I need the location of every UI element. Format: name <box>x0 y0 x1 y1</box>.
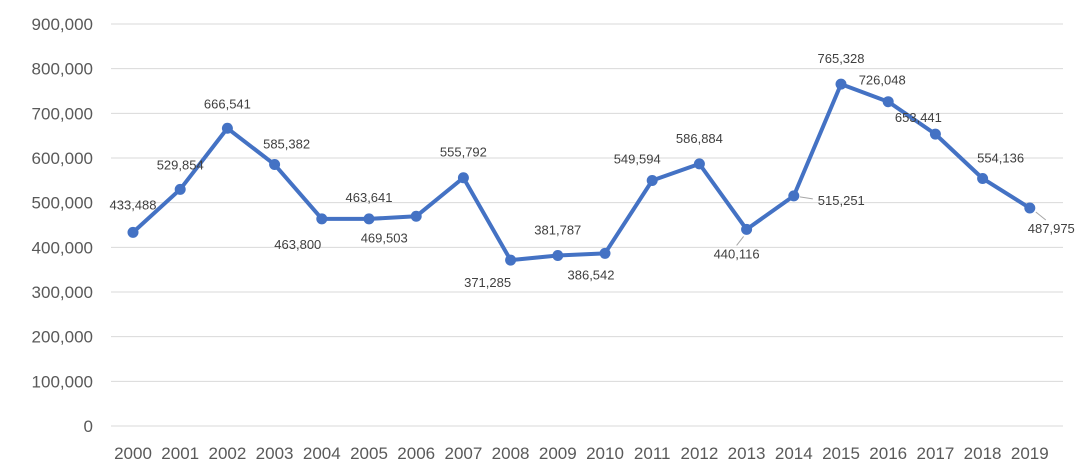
data-point <box>174 183 186 195</box>
y-tick-label: 200,000 <box>32 328 93 347</box>
data-point <box>882 96 894 108</box>
data-label: 371,285 <box>464 275 511 290</box>
data-label: 555,792 <box>440 145 487 160</box>
data-point <box>646 175 658 187</box>
y-tick-label: 700,000 <box>32 104 93 123</box>
y-axis-ticks: 0 100,000 200,000 300,000 400,000 500,000 600,… <box>32 15 93 436</box>
data-point <box>316 213 328 225</box>
data-point <box>599 247 611 259</box>
data-point <box>221 122 233 134</box>
x-tick-label: 2012 <box>680 444 718 463</box>
data-point <box>741 223 753 235</box>
data-label: 666,541 <box>204 96 251 111</box>
x-tick-label: 2016 <box>869 444 907 463</box>
y-tick-label: 0 <box>84 417 93 436</box>
data-label: 726,048 <box>859 73 906 88</box>
data-label: 433,488 <box>110 197 157 212</box>
data-label: 440,116 <box>714 246 760 261</box>
data-label: 653,441 <box>895 110 942 125</box>
data-label: 386,542 <box>568 267 615 282</box>
x-tick-label: 2003 <box>256 444 294 463</box>
series-line <box>131 82 1032 263</box>
x-tick-label: 2009 <box>539 444 577 463</box>
y-tick-label: 300,000 <box>32 283 93 302</box>
x-tick-label: 2015 <box>822 444 860 463</box>
data-point <box>788 190 800 202</box>
y-tick-label: 900,000 <box>32 15 93 34</box>
data-label: 463,641 <box>346 190 393 205</box>
data-point <box>693 158 705 170</box>
data-point <box>977 172 989 184</box>
leader-line <box>799 196 813 200</box>
y-tick-label: 100,000 <box>32 372 93 391</box>
x-tick-label: 2007 <box>444 444 482 463</box>
data-label: 487,975 <box>1028 221 1075 236</box>
y-tick-label: 400,000 <box>32 238 93 257</box>
series-markers <box>127 78 1036 266</box>
label-leader-lines <box>736 196 1047 246</box>
y-tick-label: 600,000 <box>32 149 93 168</box>
leader-line <box>1035 211 1047 221</box>
data-point <box>1024 202 1036 214</box>
x-tick-label: 2004 <box>303 444 341 463</box>
x-tick-label: 2005 <box>350 444 388 463</box>
data-label: 586,884 <box>676 131 723 146</box>
x-tick-label: 2017 <box>916 444 954 463</box>
series-line <box>131 82 1032 263</box>
x-tick-label: 2008 <box>492 444 530 463</box>
data-point <box>363 213 375 225</box>
data-label: 529,854 <box>157 157 204 172</box>
leader-line <box>736 236 744 246</box>
data-point <box>505 254 517 266</box>
x-tick-label: 2011 <box>634 444 671 463</box>
data-point <box>410 210 422 222</box>
data-label: 469,503 <box>361 230 408 245</box>
data-point <box>552 249 564 261</box>
gridlines <box>111 23 1063 427</box>
data-label: 463,800 <box>274 237 321 252</box>
y-tick-label: 500,000 <box>32 194 93 213</box>
x-tick-label: 2006 <box>397 444 435 463</box>
data-label: 515,251 <box>818 193 865 208</box>
data-point <box>127 226 139 238</box>
data-point <box>269 159 281 171</box>
x-tick-label: 2002 <box>208 444 246 463</box>
data-point <box>835 78 847 90</box>
data-label: 765,328 <box>818 51 865 66</box>
data-label: 549,594 <box>614 152 661 167</box>
x-tick-label: 2018 <box>964 444 1002 463</box>
x-tick-label: 2014 <box>775 444 813 463</box>
data-label: 585,382 <box>263 137 310 152</box>
data-label: 381,787 <box>534 222 581 237</box>
x-tick-label: 2001 <box>161 444 199 463</box>
data-label: 554,136 <box>977 150 1024 165</box>
data-point <box>929 128 941 140</box>
x-tick-label: 2000 <box>114 444 152 463</box>
data-point <box>457 172 469 184</box>
x-tick-label: 2019 <box>1011 444 1049 463</box>
x-tick-label: 2010 <box>586 444 624 463</box>
y-tick-label: 800,000 <box>32 60 93 79</box>
x-axis-ticks: 2000 2001 2002 2003 2004 2005 2006 2007 2008 2009… <box>114 444 1049 463</box>
data-labels: 433,488 529,854 666,541 585,382 463,800 463,6… <box>110 51 1075 290</box>
x-tick-label: 2013 <box>728 444 766 463</box>
